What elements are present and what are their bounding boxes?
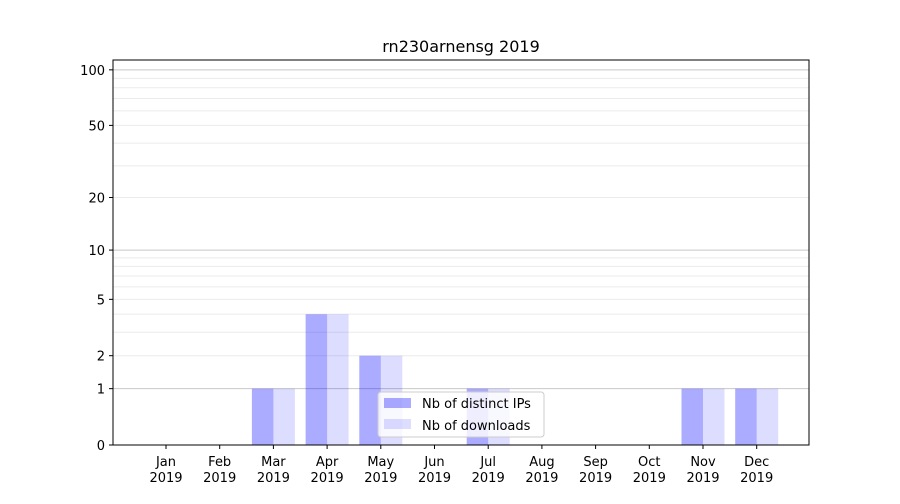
x-tick-label: May 2019 xyxy=(364,455,397,486)
y-tick-label: 5 xyxy=(97,293,105,308)
x-tick-label: Jan 2019 xyxy=(149,455,182,486)
x-tick-label: Jun 2019 xyxy=(418,455,451,486)
x-tick-label: Apr 2019 xyxy=(311,455,344,486)
y-tick-label: 0 xyxy=(97,439,105,454)
legend: Nb of distinct IPs Nb of downloads xyxy=(377,391,545,438)
bar-downloads xyxy=(703,388,725,445)
x-tick-label: Dec 2019 xyxy=(740,455,773,486)
y-tick-label: 2 xyxy=(97,350,105,365)
bar-downloads xyxy=(327,314,349,445)
y-tick-label: 10 xyxy=(88,244,105,259)
bar-downloads xyxy=(273,388,295,445)
legend-label-downloads: Nb of downloads xyxy=(422,419,531,434)
y-tick-label: 50 xyxy=(88,119,105,134)
x-tick-label: Mar 2019 xyxy=(257,455,290,486)
x-tick-label: Sep 2019 xyxy=(579,455,612,486)
x-tick-label: Nov 2019 xyxy=(686,455,719,486)
legend-swatch-ips xyxy=(384,398,411,408)
y-tick-label: 20 xyxy=(88,192,105,207)
x-tick-label: Feb 2019 xyxy=(203,455,236,486)
bar-downloads xyxy=(756,388,779,445)
bar-ips xyxy=(305,314,328,445)
y-tick-label: 100 xyxy=(80,64,105,79)
bar-ips xyxy=(735,388,757,445)
x-tick-label: Jul 2019 xyxy=(472,455,505,486)
bar-ips xyxy=(251,388,274,445)
bar-ips xyxy=(681,388,703,445)
x-tick-label: Oct 2019 xyxy=(633,455,666,486)
x-tick-label: Aug 2019 xyxy=(525,455,558,486)
legend-label-ips: Nb of distinct IPs xyxy=(422,397,531,412)
bar-ips xyxy=(359,355,381,445)
y-tick-label: 1 xyxy=(97,383,105,398)
chart-title: rn230arnensg 2019 xyxy=(382,37,540,56)
legend-swatch-downloads xyxy=(384,419,411,429)
plot-frame xyxy=(112,59,810,446)
